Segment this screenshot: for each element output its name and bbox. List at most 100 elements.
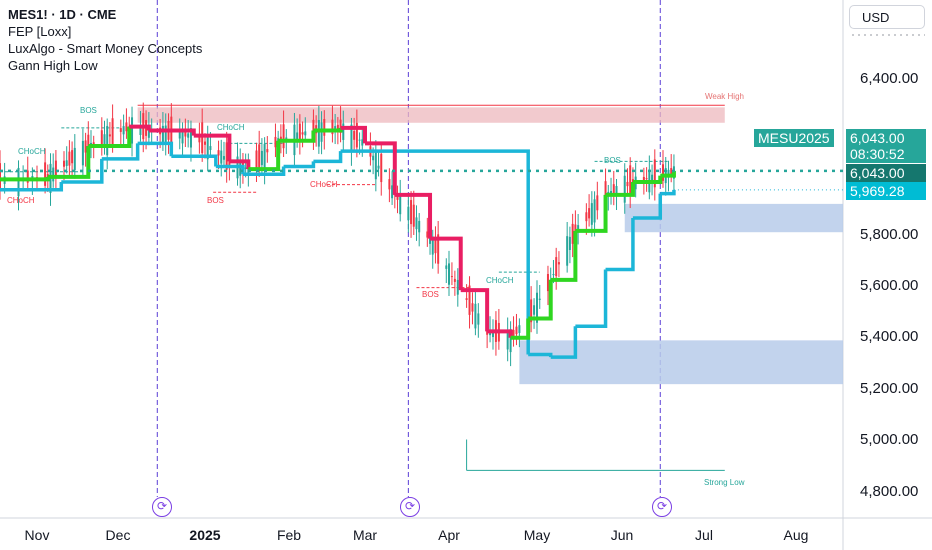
candle-body [260, 150, 263, 166]
candle-body [610, 191, 613, 195]
price-axis-label: 5,200.00 [860, 380, 919, 397]
legend-indicator-gann[interactable]: Gann High Low [8, 58, 98, 73]
candle-body [474, 303, 477, 329]
time-axis-label: May [523, 527, 551, 543]
legend-indicator-smc[interactable]: LuxAlgo - Smart Money Concepts [8, 41, 203, 56]
bos-label: BOS [422, 290, 439, 299]
candle-body [65, 160, 68, 166]
candle-body [336, 124, 339, 131]
time-axis-label: Aug [783, 527, 809, 543]
candle-body [92, 142, 95, 145]
gann-high-low-line [283, 161, 316, 169]
gann-value-tag: 5,969.28 [846, 182, 926, 200]
candle-body [410, 200, 413, 225]
candle-body [73, 147, 76, 171]
candle-body [437, 234, 440, 264]
candle-body [125, 122, 128, 132]
bos-label: BOS [207, 196, 224, 205]
candle-body [274, 136, 277, 148]
candle-body [184, 131, 187, 137]
price-axis-label: 5,800.00 [860, 226, 919, 243]
time-axis-label: Jul [695, 527, 713, 543]
candle-body [456, 279, 459, 295]
candle-body [301, 132, 304, 135]
fep-line [394, 192, 433, 239]
gann-high-low-line [550, 326, 578, 359]
candle-body [244, 167, 247, 169]
candle-body [391, 185, 394, 199]
currency-button[interactable]: USD [849, 5, 925, 29]
candle-body [209, 146, 212, 150]
weak-high-label: Weak High [705, 92, 744, 101]
candle-body [670, 168, 673, 175]
fep-line [605, 182, 635, 197]
gann-high-low-line [101, 143, 140, 161]
gann-high-low-line [313, 151, 343, 164]
candle-body [407, 206, 410, 221]
candle-body [645, 178, 648, 180]
fep-line [365, 141, 397, 195]
candle-body [225, 142, 228, 170]
lines-layer [0, 124, 676, 359]
candle-body [26, 170, 29, 183]
fep-line [550, 230, 578, 282]
price-axis-label: 6,400.00 [860, 70, 919, 87]
gann-high-low-line [340, 149, 530, 355]
candle-body [626, 181, 629, 187]
candle-body [285, 137, 288, 141]
candle-body [161, 125, 164, 143]
chart-legend: MES1! · 1D · CME FEP [Loxx] LuxAlgo - Sm… [8, 6, 202, 74]
choch-label: CHoCH [18, 147, 46, 156]
candle-body [355, 122, 358, 148]
symbol-price-tag: MESU2025 [754, 129, 834, 147]
candle-body [557, 262, 560, 265]
candle-body [568, 236, 571, 251]
legend-symbol[interactable]: MES1! · 1D · CME [8, 7, 117, 22]
candle-body [204, 141, 206, 145]
bos-label: BOS [604, 156, 621, 165]
candle-body [304, 131, 307, 136]
dividend-event-icon[interactable]: ⟳ [400, 497, 420, 517]
candle-body [515, 326, 518, 335]
candle-body [585, 212, 588, 222]
candle-body [512, 329, 515, 338]
candle-body [623, 175, 626, 203]
candle-body [448, 263, 450, 285]
last-price-tag: 6,043.00 [846, 129, 926, 147]
time-axis-label: Mar [352, 527, 378, 543]
candle-body [63, 160, 65, 167]
candle-body [350, 124, 353, 152]
candle-body [546, 273, 549, 292]
gann-high-low-line [171, 154, 218, 167]
candle-body [187, 133, 190, 138]
legend-indicator-fep[interactable]: FEP [Loxx] [8, 24, 72, 39]
candle-body [372, 155, 375, 161]
gann-high-low-line [605, 218, 635, 272]
strong-low-label: Strong Low [704, 478, 745, 487]
candle-body [399, 194, 402, 215]
candle-body [662, 164, 664, 181]
gann-high-low-line [0, 182, 64, 192]
last-price-tag-secondary: 6,043.00 [846, 164, 926, 182]
candle-body [222, 156, 225, 160]
candle-body [106, 125, 109, 156]
candle-body [615, 186, 618, 196]
candle-body [220, 150, 223, 164]
candle-body [331, 119, 334, 135]
dividend-event-icon[interactable]: ⟳ [652, 497, 672, 517]
fep-line [528, 279, 553, 321]
candle-body [108, 134, 111, 137]
dividend-event-icon[interactable]: ⟳ [152, 497, 172, 517]
time-axis-label: Jun [610, 527, 634, 543]
fep-line [248, 140, 281, 172]
fep-line [278, 130, 316, 143]
fep-line [487, 329, 513, 338]
candle-body [81, 140, 84, 166]
fep-line [313, 127, 343, 133]
candle-body [374, 151, 377, 180]
candle-body [282, 124, 285, 149]
candle-body [477, 313, 480, 325]
candle-body [258, 144, 261, 168]
